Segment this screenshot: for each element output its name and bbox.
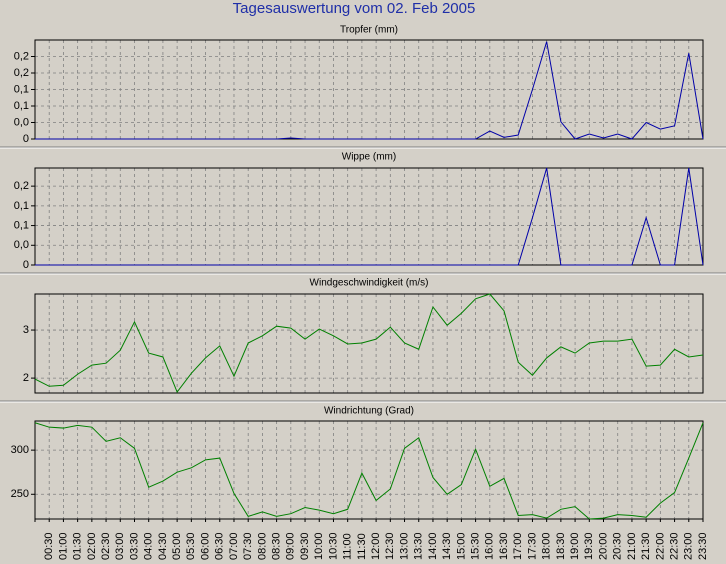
y-tick-label: 3 xyxy=(23,324,29,336)
x-tick-label: 06:30 xyxy=(214,532,226,560)
x-tick-label: 03:00 xyxy=(114,532,126,560)
data-line xyxy=(34,293,704,394)
y-tick-label: 0,0 xyxy=(14,239,29,251)
x-tick-label: 10:00 xyxy=(313,532,325,560)
x-tick-label: 22:30 xyxy=(668,532,680,560)
x-tick-label: 05:00 xyxy=(171,532,183,560)
plot-area xyxy=(35,168,703,265)
y-tick-label: 0,2 xyxy=(14,180,29,192)
x-tick-label: 21:00 xyxy=(626,532,638,560)
y-tick-label: 250 xyxy=(11,488,29,500)
x-tick-label: 18:30 xyxy=(555,532,567,560)
x-tick-label: 01:30 xyxy=(72,532,84,560)
x-tick-label: 09:00 xyxy=(285,532,297,560)
y-tick-label: 0,1 xyxy=(14,219,29,231)
x-tick-label: 11:00 xyxy=(342,533,354,560)
plot-area xyxy=(35,421,703,519)
x-tick-label: 13:00 xyxy=(398,532,410,560)
y-tick-label: 0,1 xyxy=(14,83,29,95)
x-tick-label: 01:00 xyxy=(57,532,69,560)
x-tick-label: 19:00 xyxy=(569,532,581,560)
plot-frame xyxy=(34,293,704,394)
y-tick-label: 0 xyxy=(23,133,29,145)
x-tick-label: 04:30 xyxy=(157,532,169,560)
x-tick-label: 19:30 xyxy=(583,532,595,560)
x-tick-label: 09:30 xyxy=(299,532,311,560)
x-tick-label: 05:30 xyxy=(185,532,197,560)
x-tick-label: 07:30 xyxy=(242,532,254,560)
panel-title: Wippe (mm) xyxy=(342,152,396,163)
x-tick-label: 20:30 xyxy=(612,532,624,560)
y-tick-label: 0,0 xyxy=(14,116,29,128)
y-tick-label: 0 xyxy=(23,259,29,271)
x-tick-label: 20:00 xyxy=(597,532,609,560)
plot-area xyxy=(35,40,703,139)
y-tick-label: 0,1 xyxy=(14,100,29,112)
x-tick-label: 18:00 xyxy=(541,532,553,560)
x-tick-label: 02:30 xyxy=(100,532,112,560)
y-tick-label: 0,2 xyxy=(14,67,29,79)
plot-area xyxy=(35,294,703,393)
x-tick-label: 08:00 xyxy=(256,532,268,560)
x-tick-label: 23:00 xyxy=(683,532,695,560)
x-tick-label: 14:30 xyxy=(441,532,453,560)
x-tick-label: 14:00 xyxy=(427,532,439,560)
panel-title: Windgeschwindigkeit (m/s) xyxy=(310,278,429,289)
panel-title: Tropfer (mm) xyxy=(340,25,398,36)
y-tick-label: 2 xyxy=(23,372,29,384)
x-tick-label: 17:00 xyxy=(512,532,524,560)
x-tick-label: 03:30 xyxy=(128,532,140,560)
x-tick-label: 11:30 xyxy=(356,533,368,560)
x-tick-label: 22:00 xyxy=(654,532,666,560)
data-line xyxy=(34,422,704,520)
x-tick-label: 17:30 xyxy=(526,532,538,560)
x-tick-label: 23:30 xyxy=(697,532,709,560)
x-tick-label: 02:00 xyxy=(86,532,98,560)
x-tick-label: 16:00 xyxy=(484,532,496,560)
x-tick-label: 00:30 xyxy=(43,532,55,560)
x-tick-label: 21:30 xyxy=(640,532,652,560)
x-tick-label: 12:30 xyxy=(384,532,396,560)
plot-frame xyxy=(34,420,704,520)
main-title: Tagesauswertung vom 02. Feb 2005 xyxy=(233,0,476,17)
x-tick-label: 06:00 xyxy=(199,532,211,560)
x-tick-label: 12:00 xyxy=(370,532,382,560)
y-tick-label: 0,1 xyxy=(14,200,29,212)
x-tick-label: 04:00 xyxy=(143,532,155,560)
y-tick-label: 0,2 xyxy=(14,50,29,62)
x-tick-label: 13:30 xyxy=(413,532,425,560)
x-tick-label: 15:00 xyxy=(455,532,467,560)
x-tick-label: 07:00 xyxy=(228,532,240,560)
data-line xyxy=(35,167,704,266)
x-tick-label: 15:30 xyxy=(470,532,482,560)
data-line xyxy=(35,41,704,140)
y-tick-label: 300 xyxy=(11,444,29,456)
x-tick-label: 16:30 xyxy=(498,532,510,560)
panel-title: Windrichtung (Grad) xyxy=(324,406,414,417)
x-tick-label: 08:30 xyxy=(271,532,283,560)
x-tick-label: 10:30 xyxy=(327,532,339,560)
